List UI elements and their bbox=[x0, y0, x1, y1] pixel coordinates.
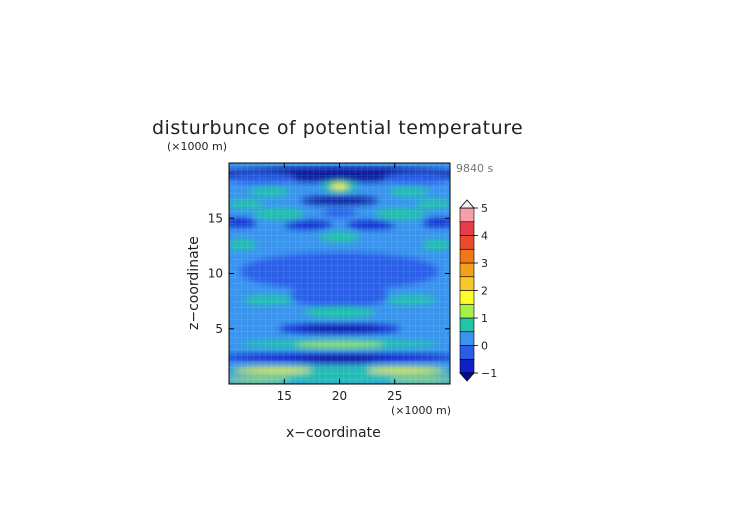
colorbar-segment bbox=[459, 248, 475, 264]
colorbar-segment bbox=[459, 345, 475, 360]
contour-field bbox=[229, 163, 450, 384]
time-label: 9840 s bbox=[456, 162, 493, 175]
x-axis: 15 20 25 bbox=[277, 163, 402, 403]
colorbar-label: 2 bbox=[481, 285, 488, 298]
x-tick-label: 20 bbox=[332, 389, 347, 403]
x-unit-label: (×1000 m) bbox=[391, 404, 451, 417]
colorbar-segment bbox=[459, 221, 475, 236]
colorbar-segment bbox=[459, 262, 475, 278]
colorbar-label: −1 bbox=[481, 367, 497, 380]
colorbar-label: 4 bbox=[481, 230, 488, 243]
colorbar-label: 5 bbox=[481, 202, 488, 215]
x-tick-label: 25 bbox=[387, 389, 402, 403]
colorbar: 5 4 3 2 1 0 −1 bbox=[459, 199, 497, 382]
colorbar-over-triangle bbox=[459, 199, 475, 209]
colorbar-segment bbox=[459, 331, 475, 346]
x-axis-label: x−coordinate bbox=[286, 425, 381, 441]
colorbar-segment bbox=[459, 207, 475, 223]
colorbar-label: 0 bbox=[481, 340, 488, 353]
colorbar-segment bbox=[459, 317, 475, 333]
x-tick-label: 15 bbox=[277, 389, 292, 403]
grid-overlay bbox=[229, 163, 450, 384]
y-axis: 5 10 15 bbox=[208, 211, 450, 336]
colorbar-label: 1 bbox=[481, 312, 488, 325]
y-unit-label: (×1000 m) bbox=[167, 140, 227, 153]
y-tick-label: 10 bbox=[208, 267, 223, 281]
colorbar-label: 3 bbox=[481, 257, 488, 270]
chart-title: disturbunce of potential temperature bbox=[152, 117, 523, 139]
colorbar-segment bbox=[459, 303, 475, 319]
y-tick-label: 15 bbox=[208, 211, 223, 225]
colorbar-segment bbox=[459, 290, 475, 305]
plot-area: 15 20 25 5 10 15 bbox=[208, 162, 451, 403]
colorbar-under-triangle bbox=[459, 372, 475, 382]
colorbar-segment bbox=[459, 358, 475, 374]
colorbar-segment bbox=[459, 276, 475, 291]
y-tick-label: 5 bbox=[215, 322, 223, 336]
colorbar-segment bbox=[459, 235, 475, 250]
y-axis-label: z−coordinate bbox=[186, 236, 202, 330]
